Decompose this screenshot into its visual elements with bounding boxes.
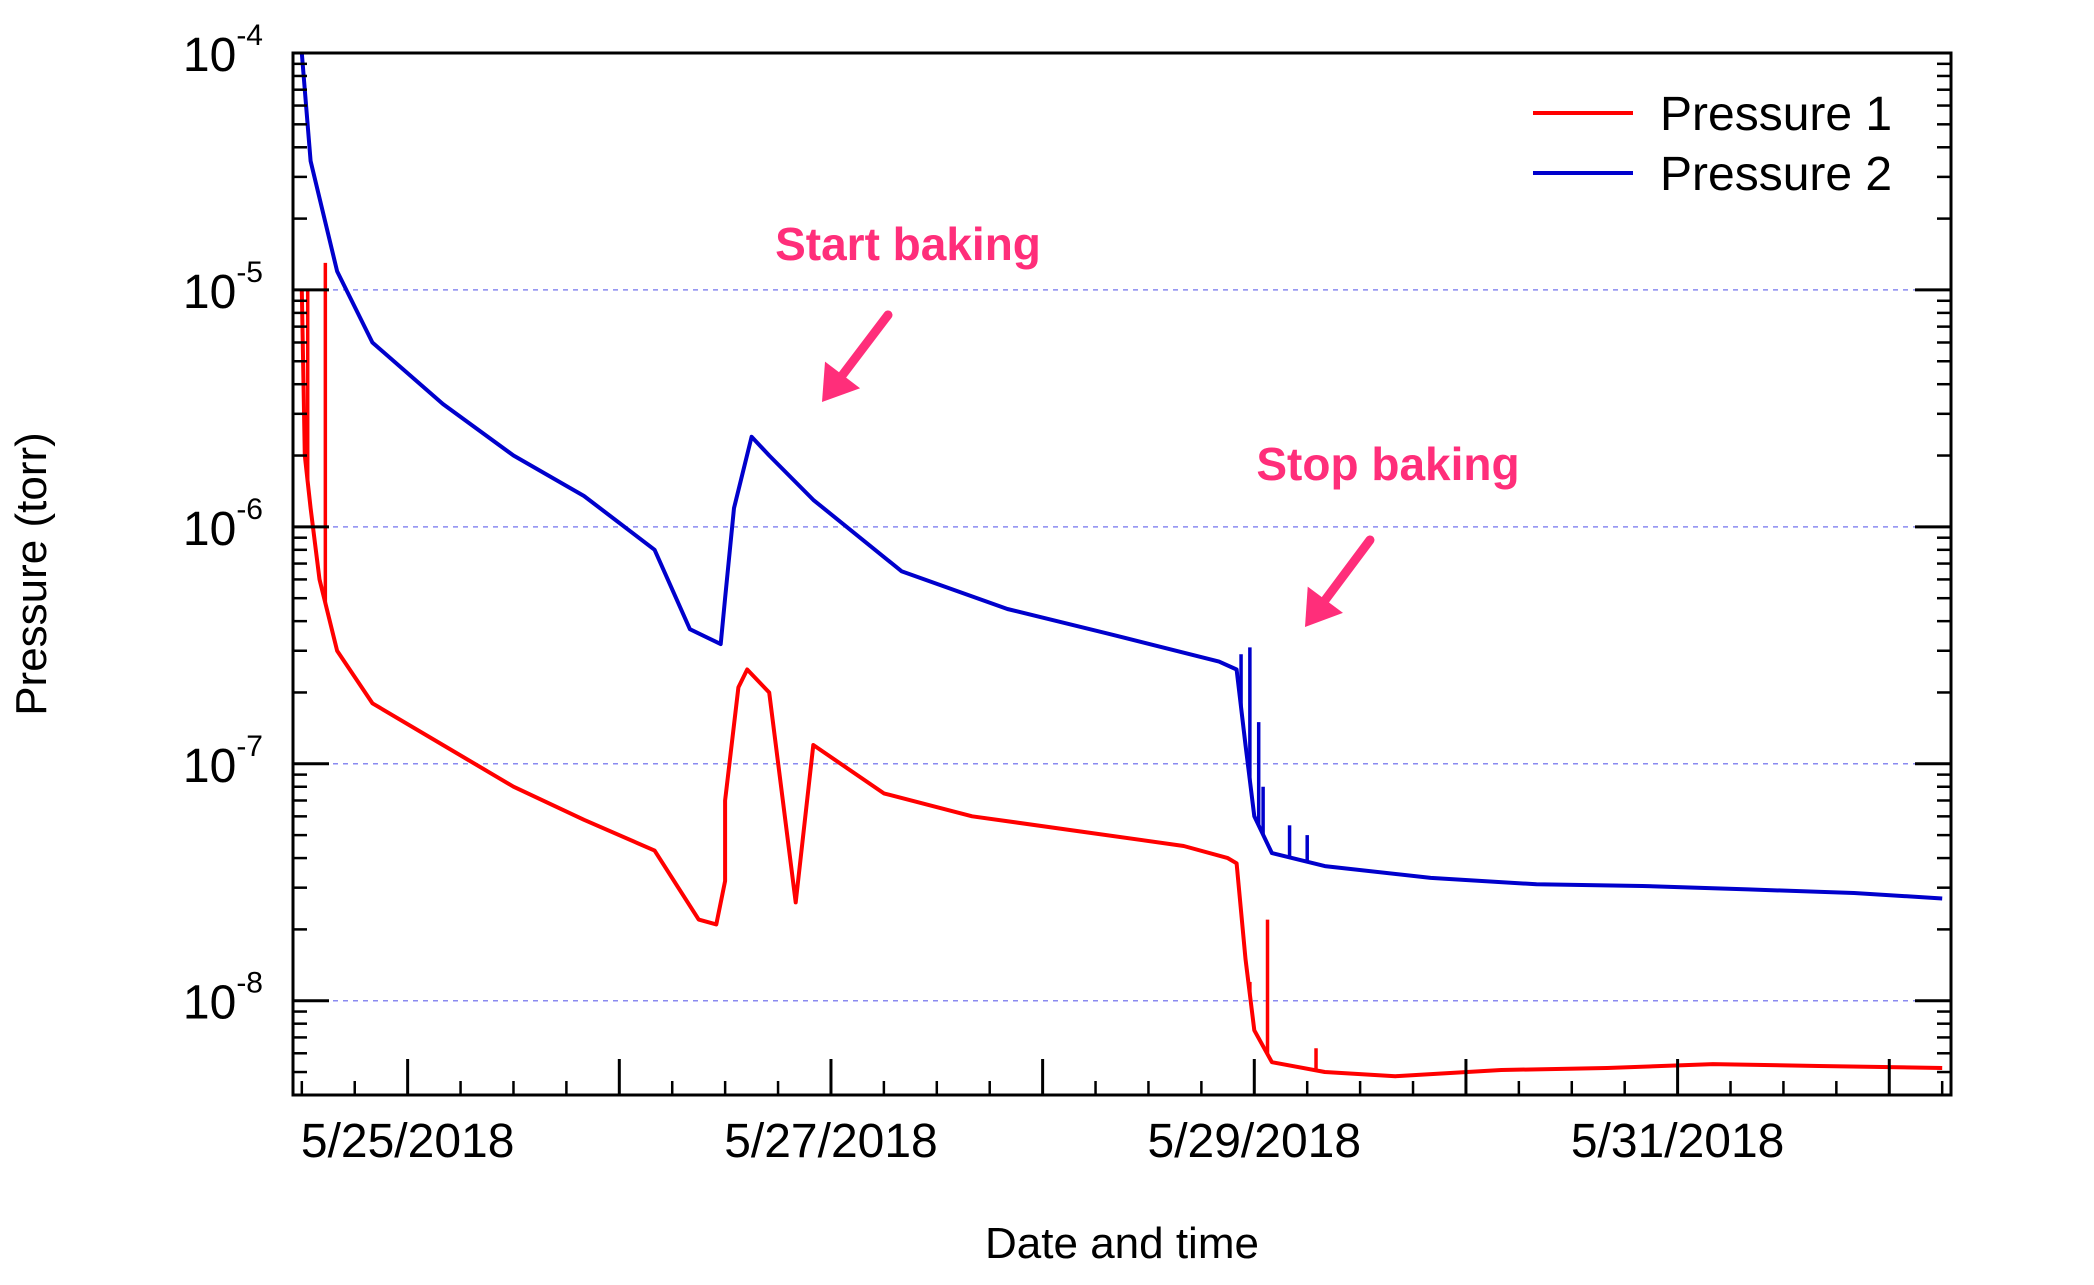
annotation-label-2: Stop baking (1256, 438, 1519, 490)
x-axis-label: Date and time (985, 1219, 1259, 1268)
annotation-arrow-shaft-2 (1320, 535, 1375, 605)
annotation-arrow-head-2 (1305, 586, 1343, 627)
legend-label-2: Pressure 2 (1660, 148, 1892, 201)
x-tick-label: 5/29/2018 (1148, 1115, 1362, 1168)
y-tick-label: 10-8 (183, 967, 263, 1030)
annotation-arrow-head-1 (822, 361, 861, 402)
legend-label-1: Pressure 1 (1660, 88, 1892, 141)
y-tick-label: 10-7 (183, 730, 263, 793)
series-line-1 (299, 289, 1943, 1079)
plot-frame (291, 51, 1953, 1097)
annotation-arrow-shaft-1 (838, 310, 893, 380)
x-tick-label: 5/25/2018 (301, 1115, 515, 1168)
x-tick-label: 5/31/2018 (1571, 1115, 1785, 1168)
y-tick-label: 10-5 (183, 256, 263, 319)
annotation-2: Stop baking (1256, 438, 1520, 627)
annotation-label-1: Start baking (775, 218, 1041, 270)
y-tick-label: 10-4 (183, 19, 263, 82)
x-tick-label: 5/27/2018 (724, 1115, 938, 1168)
y-tick-label: 10-6 (183, 493, 263, 556)
annotation-1: Start baking (775, 218, 1041, 402)
y-axis-label: Pressure (torr) (7, 432, 56, 716)
series-line-2 (299, 52, 1943, 901)
